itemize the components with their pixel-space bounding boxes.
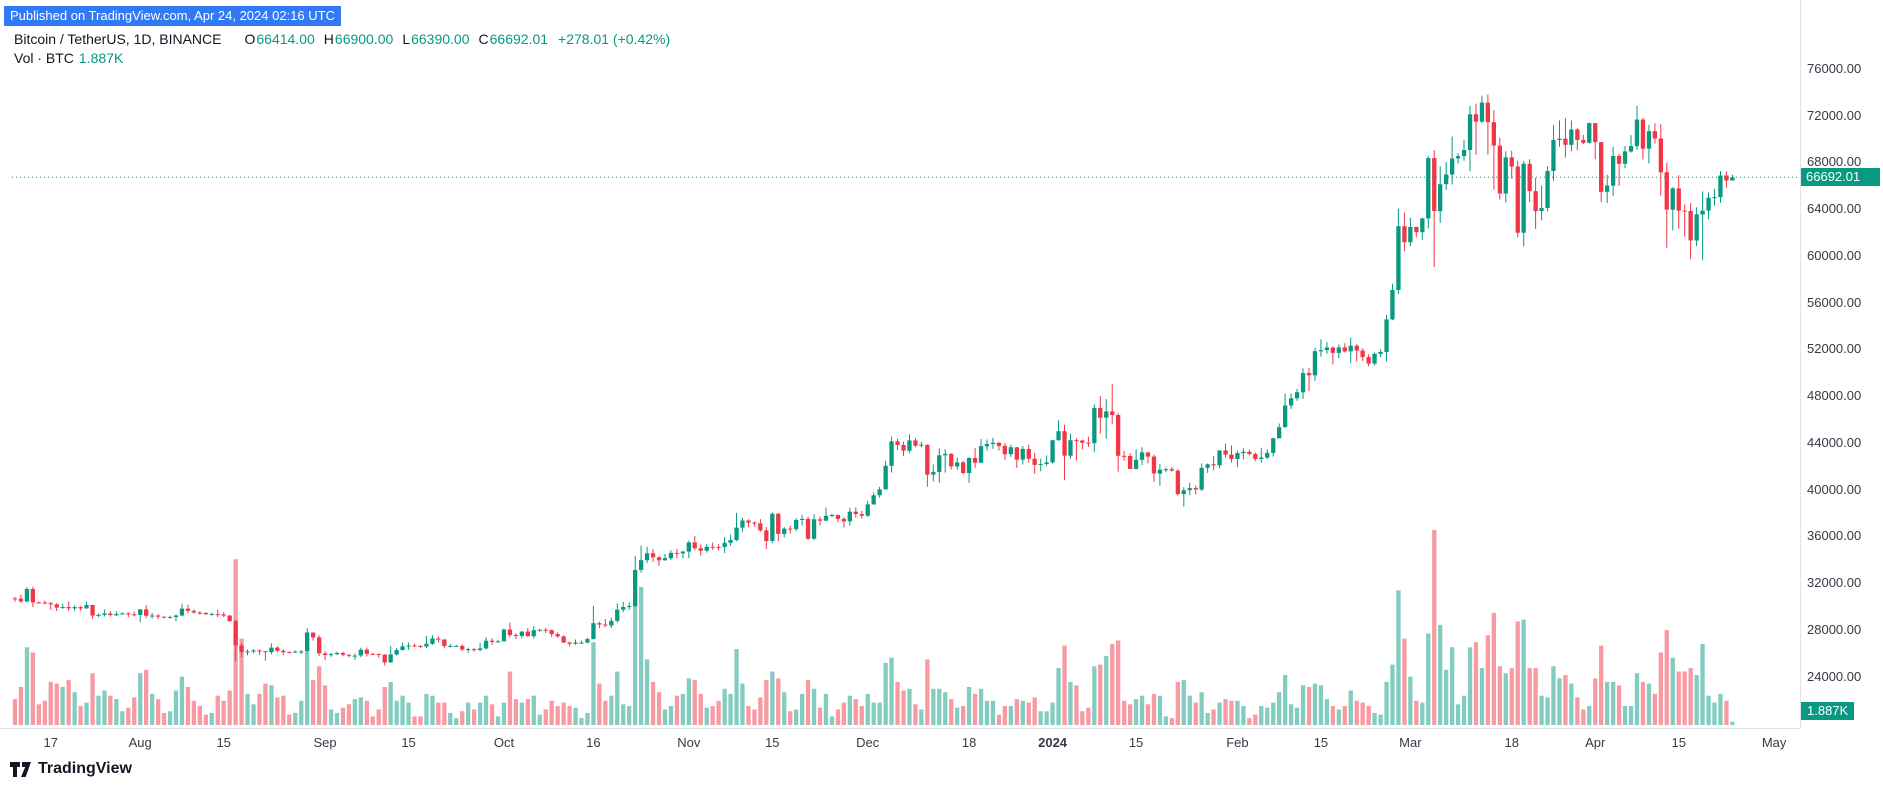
change-value: +278.01 (+0.42%) (558, 31, 671, 47)
volume-bars (12, 530, 1735, 725)
time-axis-label: Apr (1585, 735, 1606, 750)
candlestick-chart[interactable] (0, 0, 1800, 728)
time-axis-label: 15 (216, 735, 231, 750)
price-axis-label: 64000.00 (1807, 201, 1862, 217)
time-axis-label: 18 (961, 735, 977, 750)
price-axis-label: 48000.00 (1807, 388, 1862, 404)
time-axis-label: Feb (1226, 735, 1249, 750)
time-axis-label: Nov (677, 735, 701, 750)
time-axis-label: 18 (1504, 735, 1519, 750)
ohlc-letter: L (402, 31, 411, 47)
ohlc-values: O66414.00 H66900.00 L66390.00 C66692.01 (235, 30, 548, 49)
brand-name[interactable]: TradingView (38, 760, 132, 777)
price-axis-label: 36000.00 (1807, 528, 1862, 544)
time-axis-label: Aug (128, 735, 152, 750)
price-axis-label: 44000.00 (1807, 434, 1862, 450)
last-volume-badge: 1.887K (1801, 702, 1855, 720)
price-axis-label: 32000.00 (1807, 575, 1862, 591)
price-axis-label: 52000.00 (1807, 341, 1862, 357)
ohlc-value: 66414.00 (256, 31, 315, 47)
published-banner: Published on TradingView.com, Apr 24, 20… (4, 6, 341, 26)
ohlc-letter: O (244, 31, 256, 47)
time-axis-label: 15 (401, 735, 416, 750)
price-axis-label: 72000.00 (1807, 107, 1862, 123)
price-axis-label: 60000.00 (1807, 247, 1862, 263)
ohlc-value: 66692.01 (489, 31, 549, 47)
time-axis-label: Dec (856, 735, 880, 750)
time-axis-label: 16 (586, 735, 601, 750)
candles (12, 94, 1735, 666)
time-axis-label: 15 (1671, 735, 1686, 750)
time-axis-label: 2024 (1038, 735, 1068, 750)
time-axis-label: Sep (313, 735, 337, 750)
ohlc-letter: H (323, 31, 334, 47)
time-axis-label: May (1761, 735, 1787, 750)
time-axis-label: 17 (43, 735, 58, 750)
time-axis-label: 15 (1128, 735, 1144, 750)
legend-row-symbol: Bitcoin / TetherUS, 1D, BINANCE O66414.0… (14, 30, 670, 49)
time-axis-label: Mar (1399, 735, 1422, 750)
time-axis-label: 15 (765, 735, 780, 750)
price-axis-label: 76000.00 (1807, 61, 1862, 76)
time-axis-label: Oct (493, 735, 515, 750)
time-axis[interactable]: 17 Aug 15 Sep 15 Oct 16 Nov 15 Dec 18 2024 15 Feb 15 Ma… (0, 728, 1800, 755)
ohlc-value: 66900.00 (334, 31, 394, 47)
last-price-badge: 66692.01 (1801, 168, 1880, 187)
tradingview-logo-icon[interactable] (10, 761, 31, 777)
ohlc-value: 66390.00 (411, 31, 470, 47)
volume-label: Vol · BTC (14, 50, 74, 66)
symbol-title[interactable]: Bitcoin / TetherUS, 1D, BINANCE (14, 31, 222, 47)
time-axis-label: 15 (1313, 735, 1329, 750)
price-axis-label: 24000.00 (1807, 668, 1862, 684)
price-axis-label: 56000.00 (1807, 294, 1862, 310)
price-axis[interactable]: 76000.00 72000.00 68000.00 64000.00 60000.00… (1800, 0, 1883, 728)
chart-legend: Bitcoin / TetherUS, 1D, BINANCE O66414.0… (14, 30, 670, 68)
legend-row-volume: Vol · BTC 1.887K (14, 49, 670, 68)
volume-value: 1.887K (78, 50, 124, 66)
price-axis-label: 28000.00 (1807, 621, 1862, 637)
ohlc-letter: C (478, 31, 489, 47)
footer: TradingView (10, 760, 132, 778)
price-axis-label: 68000.00 (1807, 154, 1862, 170)
price-axis-label: 40000.00 (1807, 481, 1862, 497)
